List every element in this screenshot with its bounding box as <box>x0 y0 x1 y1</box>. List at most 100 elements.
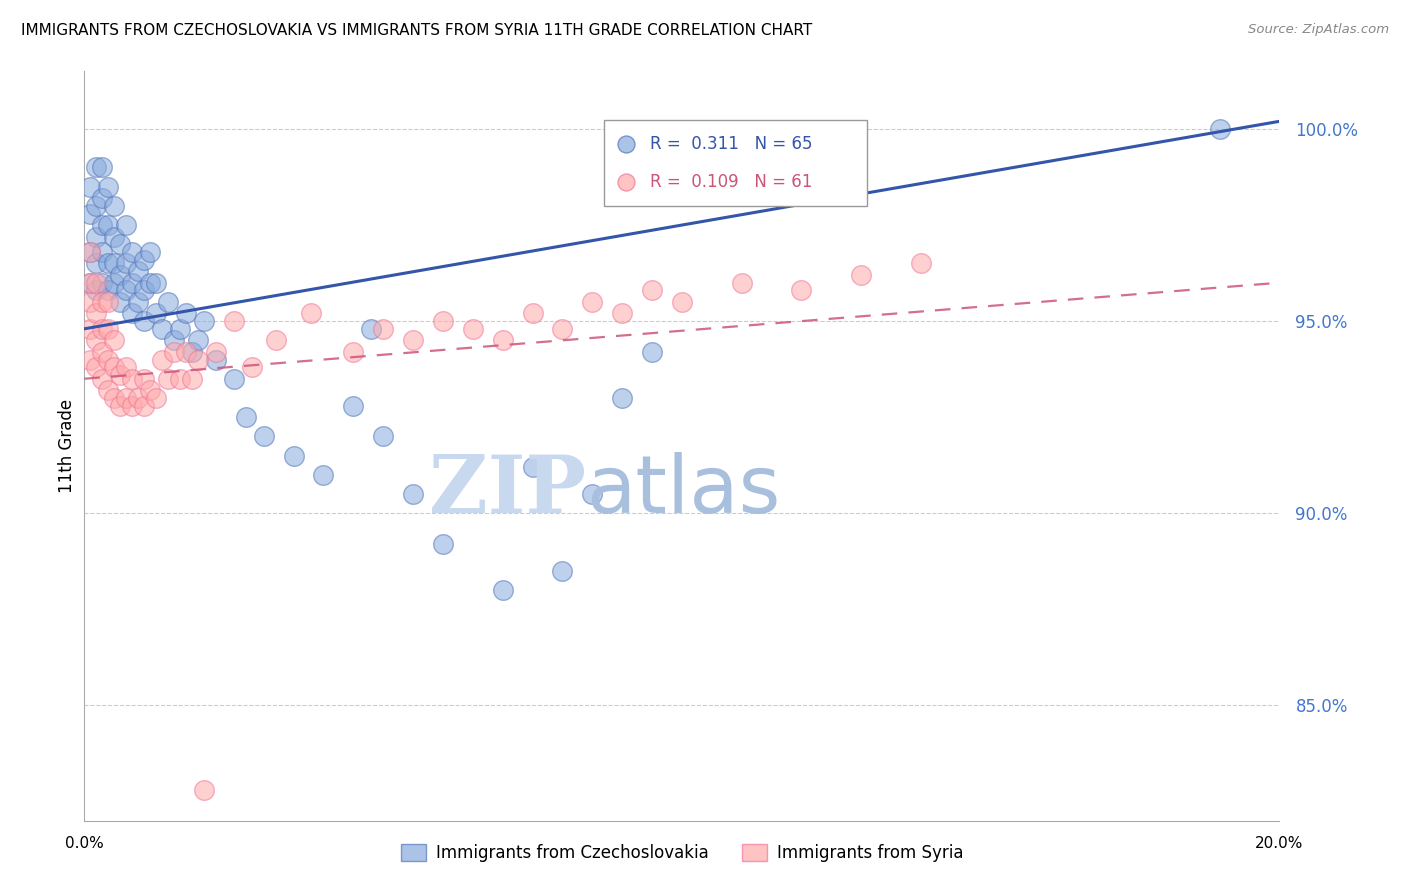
Point <box>910 256 932 270</box>
Point <box>432 537 454 551</box>
Point <box>163 334 186 348</box>
Point <box>181 344 204 359</box>
Point <box>86 256 108 270</box>
Point <box>132 252 156 267</box>
Point <box>79 244 101 259</box>
Point <box>91 344 114 359</box>
Point <box>283 449 305 463</box>
Text: 0.0%: 0.0% <box>65 836 104 851</box>
Point <box>97 256 120 270</box>
Text: ZIP: ZIP <box>429 452 586 530</box>
Point <box>121 372 143 386</box>
Point <box>187 352 209 367</box>
Point <box>205 352 228 367</box>
Point <box>91 191 114 205</box>
Point <box>86 360 108 375</box>
Point <box>103 256 125 270</box>
Point <box>121 306 143 320</box>
Point <box>79 206 101 220</box>
Point <box>373 429 395 443</box>
Point <box>127 264 149 278</box>
Text: atlas: atlas <box>586 452 780 530</box>
Point <box>187 334 209 348</box>
Point <box>551 564 574 578</box>
Point <box>91 294 114 309</box>
Point <box>79 244 101 259</box>
Text: R =  0.311   N = 65: R = 0.311 N = 65 <box>650 136 813 153</box>
Point <box>157 372 180 386</box>
Point <box>103 391 125 405</box>
Point <box>671 294 693 309</box>
Point <box>103 360 125 375</box>
Point <box>127 294 149 309</box>
Point <box>181 372 204 386</box>
Point <box>110 237 132 252</box>
Point <box>641 284 664 298</box>
FancyBboxPatch shape <box>605 120 868 206</box>
Point <box>91 322 114 336</box>
Point <box>522 306 544 320</box>
Point <box>402 487 425 501</box>
Point <box>103 229 125 244</box>
Point <box>91 161 114 175</box>
Point <box>240 360 263 375</box>
Point <box>79 276 101 290</box>
Point <box>312 467 335 482</box>
Point <box>132 372 156 386</box>
Point <box>522 460 544 475</box>
Point <box>86 161 108 175</box>
Point <box>110 294 132 309</box>
Point <box>91 372 114 386</box>
Point <box>432 314 454 328</box>
Point <box>79 322 101 336</box>
Point <box>145 276 167 290</box>
Point <box>115 256 138 270</box>
Point <box>492 583 515 598</box>
Point <box>253 429 276 443</box>
Point <box>612 391 634 405</box>
Point <box>731 276 754 290</box>
Point <box>205 344 228 359</box>
Point <box>174 344 197 359</box>
Point <box>150 322 173 336</box>
Point <box>150 352 173 367</box>
Point <box>139 244 162 259</box>
Point <box>169 372 191 386</box>
Point <box>86 306 108 320</box>
Point <box>1209 122 1232 136</box>
Point <box>342 344 364 359</box>
Y-axis label: 11th Grade: 11th Grade <box>58 399 76 493</box>
Point <box>79 179 101 194</box>
Point <box>492 334 515 348</box>
Point <box>97 322 120 336</box>
Point <box>103 199 125 213</box>
Point <box>86 276 108 290</box>
Point <box>193 314 215 328</box>
Point <box>86 199 108 213</box>
Point <box>139 384 162 398</box>
Point <box>86 284 108 298</box>
Point <box>373 322 395 336</box>
Point <box>97 284 120 298</box>
Point <box>169 322 191 336</box>
Legend: Immigrants from Czechoslovakia, Immigrants from Syria: Immigrants from Czechoslovakia, Immigran… <box>394 837 970 869</box>
Point <box>79 294 101 309</box>
Point <box>581 487 603 501</box>
Point <box>97 218 120 232</box>
Point <box>97 384 120 398</box>
Point <box>121 399 143 413</box>
Point <box>132 399 156 413</box>
Point <box>157 294 180 309</box>
Point <box>91 244 114 259</box>
Point <box>132 284 156 298</box>
Point <box>97 352 120 367</box>
Point <box>79 352 101 367</box>
Point <box>360 322 382 336</box>
Point <box>97 179 120 194</box>
Point <box>301 306 323 320</box>
Point <box>115 218 138 232</box>
Point <box>132 314 156 328</box>
Point <box>461 322 484 336</box>
Text: 20.0%: 20.0% <box>1256 836 1303 851</box>
Text: R =  0.109   N = 61: R = 0.109 N = 61 <box>650 173 813 191</box>
